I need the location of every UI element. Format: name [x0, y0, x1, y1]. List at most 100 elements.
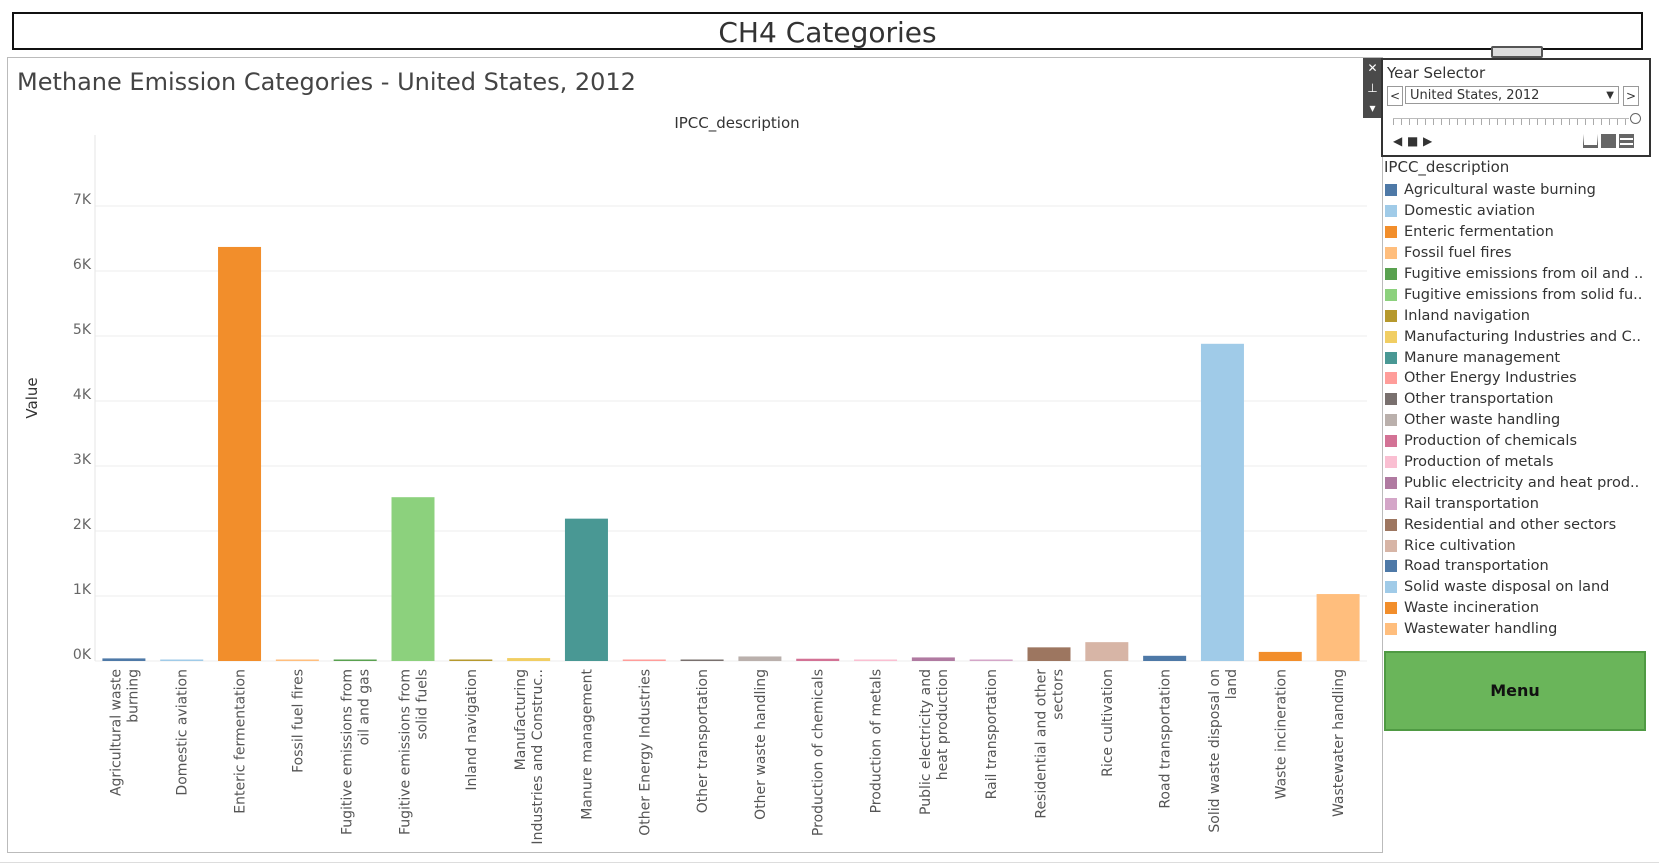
bar-other-waste-handling[interactable] — [738, 656, 782, 661]
legend-item[interactable]: Production of chemicals — [1384, 431, 1654, 452]
x-tick-label: Rail transportation — [984, 669, 1000, 799]
legend-item[interactable]: Production of metals — [1384, 452, 1654, 473]
legend-swatch — [1385, 351, 1397, 364]
bar-waste-incineration[interactable] — [1258, 651, 1302, 661]
bar-other-transportation[interactable] — [680, 659, 724, 662]
x-tick-label: Other transportation — [695, 669, 711, 813]
chart-title: Methane Emission Categories - United Sta… — [17, 68, 636, 96]
layout-list-icon[interactable] — [1619, 134, 1634, 148]
bar-fossil-fuel-fires[interactable] — [275, 659, 319, 662]
bar-inland-navigation[interactable] — [449, 659, 493, 662]
bar-manure-management[interactable] — [564, 518, 608, 661]
y-tick-label: 1K — [73, 582, 92, 598]
bar-solid-waste-disposal-on-land[interactable] — [1200, 343, 1244, 661]
x-tick-label: Production of metals — [869, 669, 885, 813]
step-back-icon[interactable]: ◀ — [1393, 134, 1403, 148]
legend-swatch — [1385, 456, 1397, 469]
bar-rice-cultivation[interactable] — [1085, 642, 1129, 661]
legend-item[interactable]: Waste incineration — [1384, 598, 1654, 619]
bar-chart: IPCC_description Value 0K1K2K3K4K5K6K7K … — [23, 114, 1367, 845]
legend-item[interactable]: Domestic aviation — [1384, 201, 1654, 222]
legend-swatch — [1385, 205, 1397, 218]
year-slider-handle[interactable] — [1630, 113, 1641, 124]
previous-year-button[interactable]: < — [1387, 86, 1403, 106]
drag-handle[interactable] — [1491, 46, 1543, 58]
bar-rail-transportation[interactable] — [969, 659, 1013, 662]
legend-label: Production of chemicals — [1404, 433, 1578, 450]
bar-enteric-fermentation[interactable] — [218, 246, 262, 661]
legend-swatch — [1385, 268, 1397, 280]
legend-label: Road transportation — [1404, 558, 1549, 575]
legend-item[interactable]: Public electricity and heat prod.. — [1384, 472, 1654, 493]
bar-road-transportation[interactable] — [1143, 655, 1187, 661]
bar-residential-and-other-sectors[interactable] — [1027, 647, 1071, 661]
legend-swatch — [1385, 539, 1397, 552]
legend-item[interactable]: Residential and other sectors — [1384, 514, 1654, 535]
x-tick-label: Other Energy Industries — [637, 669, 653, 836]
layout-medium-icon[interactable] — [1601, 134, 1616, 148]
x-tick-label: Production of chemicals — [811, 669, 827, 836]
legend-swatch — [1385, 435, 1397, 448]
layout-compact-icon[interactable] — [1583, 134, 1598, 148]
menu-button[interactable]: Menu — [1384, 651, 1646, 731]
bar-wastewater-handling[interactable] — [1316, 594, 1360, 661]
legend-label: Production of metals — [1404, 454, 1554, 471]
legend-swatch — [1385, 497, 1397, 510]
pin-icon[interactable]: ⊥ — [1367, 81, 1378, 95]
bar-domestic-aviation[interactable] — [160, 659, 204, 662]
legend-item[interactable]: Manure management — [1384, 347, 1654, 368]
legend-item[interactable]: Fugitive emissions from solid fu.. — [1384, 284, 1654, 305]
bar-fugitive-emissions-from-solid-fuels[interactable] — [391, 497, 435, 661]
legend-item[interactable]: Manufacturing Industries and C.. — [1384, 326, 1654, 347]
legend-item[interactable]: Fugitive emissions from oil and .. — [1384, 264, 1654, 285]
legend-label: Inland navigation — [1404, 307, 1530, 324]
legend-swatch — [1385, 288, 1397, 301]
legend-item[interactable]: Solid waste disposal on land — [1384, 577, 1654, 598]
legend-label: Manufacturing Industries and C.. — [1404, 328, 1642, 345]
legend-item[interactable]: Rail transportation — [1384, 493, 1654, 514]
legend: IPCC_description Agricultural waste burn… — [1384, 158, 1654, 640]
legend-item[interactable]: Fossil fuel fires — [1384, 243, 1654, 264]
legend-label: Other waste handling — [1404, 412, 1561, 429]
bar-fugitive-emissions-from-oil-and-gas[interactable] — [333, 659, 377, 662]
bar-production-of-chemicals[interactable] — [796, 658, 840, 661]
close-icon[interactable]: ✕ — [1367, 61, 1378, 75]
bar-agricultural-waste-burning[interactable] — [102, 658, 146, 661]
x-tick-label: Inland navigation — [464, 669, 480, 791]
bar-production-of-metals[interactable] — [854, 659, 898, 662]
legend-swatch — [1385, 247, 1397, 260]
x-tick-label: Other waste handling — [753, 669, 769, 820]
legend-item[interactable]: Rice cultivation — [1384, 535, 1654, 556]
x-tick-label: Fugitive emissions fromoil and gas — [340, 669, 373, 835]
legend-item[interactable]: Other Energy Industries — [1384, 368, 1654, 389]
bar-other-energy-industries[interactable] — [622, 659, 666, 662]
legend-label: Enteric fermentation — [1404, 224, 1554, 241]
x-tick-label: Domestic aviation — [175, 669, 191, 796]
legend-swatch — [1385, 581, 1397, 594]
legend-label: Residential and other sectors — [1404, 516, 1617, 533]
year-dropdown-value: United States, 2012 — [1410, 88, 1540, 103]
legend-item[interactable]: Other transportation — [1384, 389, 1654, 410]
floating-toolbar: ✕ ⊥ ▾ — [1363, 58, 1382, 118]
step-forward-icon[interactable]: ▶ — [1423, 134, 1433, 148]
year-dropdown[interactable]: United States, 2012 ▼ — [1405, 86, 1619, 104]
legend-label: Domestic aviation — [1404, 203, 1536, 220]
year-slider-track[interactable] — [1393, 118, 1629, 125]
legend-item[interactable]: Enteric fermentation — [1384, 222, 1654, 243]
legend-swatch — [1385, 476, 1397, 489]
legend-swatch — [1385, 226, 1397, 239]
y-tick-label: 6K — [73, 257, 92, 273]
bar-manufacturing-industries-and-construc[interactable] — [507, 658, 551, 661]
stop-icon[interactable]: ■ — [1407, 134, 1419, 148]
y-tick-label: 5K — [73, 322, 92, 338]
more-options-icon[interactable]: ▾ — [1369, 101, 1376, 115]
legend-label: Solid waste disposal on land — [1404, 579, 1610, 596]
legend-item[interactable]: Other waste handling — [1384, 410, 1654, 431]
legend-label: Other Energy Industries — [1404, 370, 1577, 387]
bar-public-electricity-and-heat-production[interactable] — [911, 657, 955, 661]
legend-item[interactable]: Agricultural waste burning — [1384, 180, 1654, 201]
legend-item[interactable]: Wastewater handling — [1384, 619, 1654, 640]
next-year-button[interactable]: > — [1623, 86, 1639, 106]
legend-item[interactable]: Inland navigation — [1384, 305, 1654, 326]
legend-item[interactable]: Road transportation — [1384, 556, 1654, 577]
